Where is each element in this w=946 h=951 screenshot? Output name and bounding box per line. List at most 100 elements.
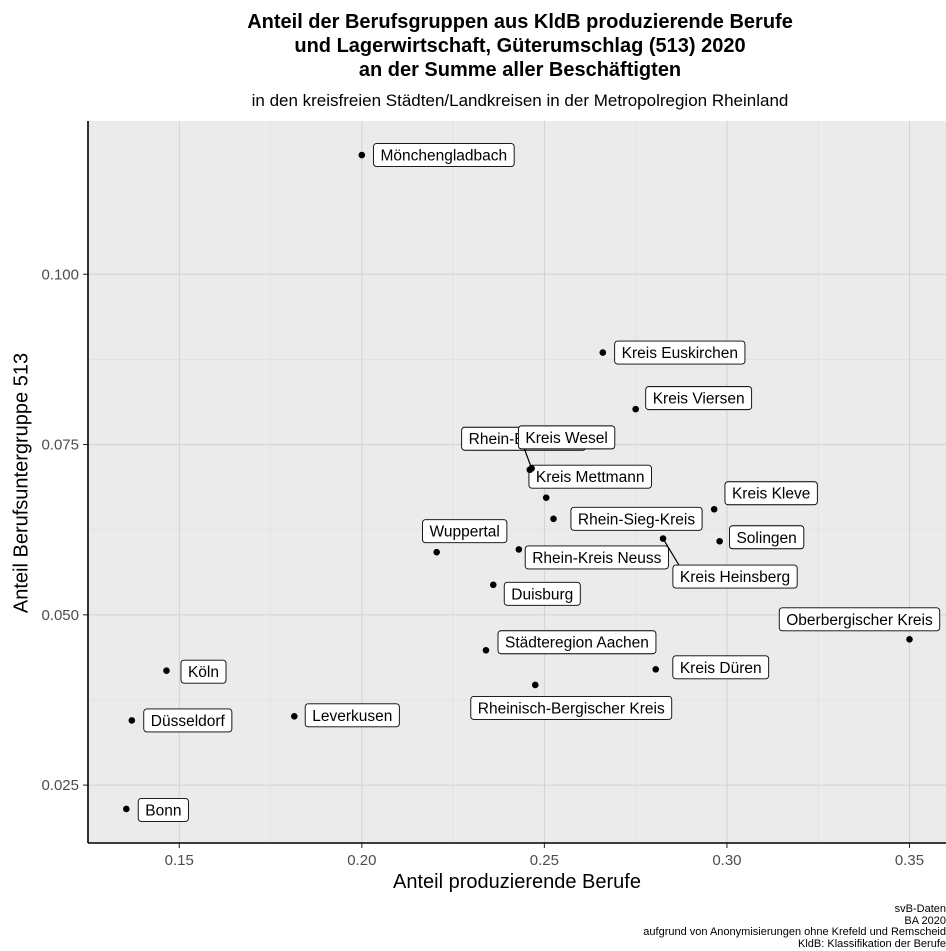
point-label-text: Kreis Kleve xyxy=(732,486,810,503)
data-point xyxy=(599,349,607,356)
point-label-box xyxy=(470,696,673,720)
point-label: Mönchengladbach xyxy=(373,143,515,168)
y-tick-label: 0.075 xyxy=(41,437,79,454)
y-tick-label: 0.100 xyxy=(41,266,79,283)
y-axis-label: Anteil Berufsuntergruppe 513 xyxy=(10,352,33,614)
chart-title-line-1: Anteil der Berufsgruppen aus KldB produz… xyxy=(247,11,793,33)
caption-line: svB-Daten xyxy=(894,903,946,915)
point-label-box xyxy=(180,659,227,684)
point-label-box xyxy=(373,143,515,168)
point-label-text: Düsseldorf xyxy=(151,713,226,730)
point-label-box xyxy=(729,525,805,550)
point-label: Rhein-Kreis Neuss xyxy=(524,545,669,570)
point-label-box xyxy=(672,655,770,680)
data-point xyxy=(652,666,660,673)
chart-title: Anteil der Berufsgruppen aus KldB produz… xyxy=(0,10,946,82)
point-label-box xyxy=(503,581,581,606)
point-label-text: Rheinisch-Bergischer Kreis xyxy=(478,700,665,717)
point-label-box xyxy=(524,545,669,570)
point-label: Oberbergischer Kreis xyxy=(778,607,941,632)
point-label-box xyxy=(422,519,508,544)
point-label-text: Rhein-Sieg-Kreis xyxy=(578,511,695,528)
point-label-text: Oberbergischer Kreis xyxy=(786,612,933,629)
y-tick-label: 0.050 xyxy=(41,607,79,624)
x-tick-label: 0.20 xyxy=(347,852,376,869)
data-point xyxy=(433,548,440,556)
point-label-text: Mönchengladbach xyxy=(380,148,507,165)
point-label-box xyxy=(778,607,941,632)
point-label-text: Kreis Mettmann xyxy=(536,469,645,486)
data-point xyxy=(542,494,550,501)
data-point xyxy=(632,405,639,413)
chart-title-line-2: und Lagerwirtschaft, Güterumschlag (513)… xyxy=(294,35,746,57)
point-label: Kreis Viersen xyxy=(645,386,753,411)
point-label: Kreis Kleve xyxy=(724,481,818,506)
plot-panel xyxy=(88,121,946,843)
data-point xyxy=(163,667,170,674)
chart-caption: svB-Daten BA 2020 aufgrund von Anonymisi… xyxy=(643,903,946,950)
chart-title-line-3: an der Summe aller Beschäftigten xyxy=(358,59,682,81)
point-label: Wuppertal xyxy=(422,519,508,544)
point-label-text: Kreis Wesel xyxy=(525,430,607,447)
data-point xyxy=(358,151,366,159)
point-label-box xyxy=(143,708,233,733)
chart-subtitle: in den kreisfreien Städten/Landkreisen i… xyxy=(251,91,789,110)
point-label: Kreis Euskirchen xyxy=(614,340,746,365)
point-label-box xyxy=(137,797,189,822)
point-label-text: Kreis Heinsberg xyxy=(680,569,790,586)
point-label: Düsseldorf xyxy=(143,708,233,733)
point-label-text: Duisburg xyxy=(511,586,573,603)
y-tick-label: 0.025 xyxy=(41,777,79,794)
point-label-text: Bonn xyxy=(145,802,181,819)
data-point xyxy=(482,646,490,654)
x-axis-label: Anteil produzierende Berufe xyxy=(393,871,641,893)
point-label-text: Köln xyxy=(188,664,219,681)
data-point xyxy=(659,535,667,542)
point-label-text: Kreis Düren xyxy=(680,660,762,677)
x-tick-label: 0.25 xyxy=(530,852,559,869)
data-point xyxy=(128,717,136,724)
caption-line: aufgrund von Anonymisierungen ohne Krefe… xyxy=(643,926,946,938)
point-label-box xyxy=(497,630,657,655)
point-label-box xyxy=(570,506,703,531)
caption-line: BA 2020 xyxy=(904,914,946,927)
point-label: Kreis Heinsberg xyxy=(672,564,798,589)
data-point xyxy=(290,713,298,720)
x-tick-label: 0.30 xyxy=(712,852,741,869)
point-label-box xyxy=(304,703,400,728)
point-label-text: Solingen xyxy=(736,530,796,547)
data-point xyxy=(550,515,557,523)
caption-line: KldB: Klassifikation der Berufe xyxy=(798,937,946,950)
data-point xyxy=(906,636,913,643)
data-point xyxy=(531,681,539,689)
point-label-text: Kreis Viersen xyxy=(653,391,745,408)
point-label: Rhein-Sieg-Kreis xyxy=(570,506,703,531)
point-label: Kreis Düren xyxy=(672,655,770,680)
point-label-box xyxy=(528,464,652,489)
point-label: Leverkusen xyxy=(304,703,400,728)
label-connector xyxy=(662,538,680,566)
data-point xyxy=(515,546,523,553)
point-label-text: Städteregion Aachen xyxy=(505,635,649,652)
point-label: Bonn xyxy=(137,797,189,822)
data-point xyxy=(710,505,718,513)
point-label: Kreis Mettmann xyxy=(528,464,652,489)
point-label-text: Rhein-Kreis Neuss xyxy=(532,550,661,567)
point-label-box xyxy=(724,481,818,506)
point-label-box xyxy=(645,386,753,411)
data-point xyxy=(716,537,723,545)
point-label: Kreis Wesel xyxy=(517,425,616,450)
point-label-box xyxy=(672,564,798,589)
point-label-box xyxy=(517,425,616,450)
data-point xyxy=(123,805,130,813)
point-label-text: Wuppertal xyxy=(429,524,499,541)
point-label: Rheinisch-Bergischer Kreis xyxy=(470,696,673,720)
point-label: Solingen xyxy=(729,525,805,550)
data-point xyxy=(489,581,497,589)
point-label-box xyxy=(614,340,746,365)
data-point xyxy=(528,465,535,472)
x-tick-label: 0.35 xyxy=(895,852,924,869)
x-tick-label: 0.15 xyxy=(165,852,194,869)
point-label: Städteregion Aachen xyxy=(497,630,657,655)
